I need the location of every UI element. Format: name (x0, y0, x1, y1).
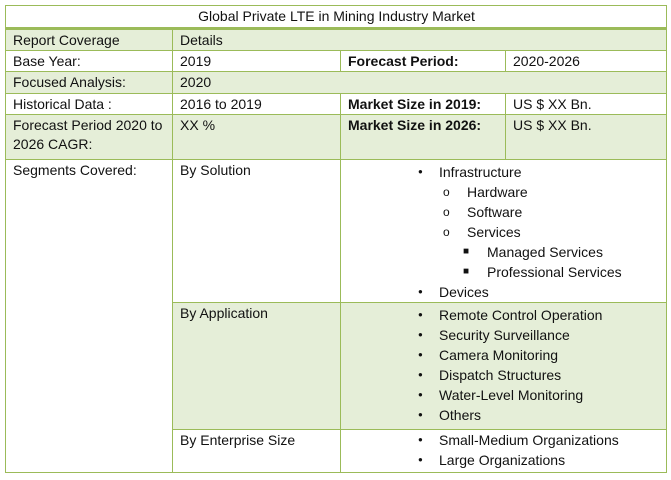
bullet-circle-icon: o (443, 225, 450, 239)
list-item: ● Infrastructure (348, 162, 660, 182)
list-item: ■ Managed Services (348, 242, 660, 262)
list-item-text: Software (467, 204, 523, 220)
bullet-disc-icon: ● (418, 287, 423, 296)
market-size-2026-label: Market Size in 2026: (340, 114, 506, 160)
header-details: Details (172, 28, 667, 51)
list-item: o Software (348, 202, 660, 222)
report-coverage-table: Global Private LTE in Mining Industry Ma… (5, 5, 667, 473)
title-row: Global Private LTE in Mining Industry Ma… (5, 5, 667, 30)
bullet-square-icon: ■ (463, 266, 470, 277)
list-item: ■ Professional Services (348, 262, 660, 282)
market-size-2019-label: Market Size in 2019: (340, 93, 506, 115)
list-item: ● Devices (348, 282, 660, 302)
bullet-disc-icon: ● (418, 370, 423, 379)
enterprise-list-cell: ● Small-Medium Organizations ● Large Organi… (340, 429, 667, 473)
list-item-text: Remote Control Operation (439, 307, 603, 323)
list-item-text: Professional Services (487, 264, 622, 280)
focused-analysis-value: 2020 (172, 71, 667, 94)
market-size-2026-value: US $ XX Bn. (505, 114, 667, 160)
list-item-text: Water-Level Monitoring (439, 387, 584, 403)
list-item-text: Security Surveillance (439, 327, 570, 343)
bullet-disc-icon: ● (418, 410, 423, 419)
list-item: ● Large Organizations (348, 450, 660, 470)
bullet-disc-icon: ● (418, 330, 423, 339)
market-size-2019-value: US $ XX Bn. (505, 93, 667, 115)
list-item-text: Hardware (467, 184, 528, 200)
bullet-disc-icon: ● (418, 310, 423, 319)
bullet-disc-icon: ● (418, 167, 423, 176)
bullet-circle-icon: o (443, 185, 450, 199)
base-year-value: 2019 (172, 50, 341, 72)
cagr-label: Forecast Period 2020 to 2026 CAGR: (5, 114, 173, 160)
list-item: ● Others (348, 405, 660, 425)
header-report-coverage: Report Coverage (5, 28, 173, 51)
list-item: ● Security Surveillance (348, 325, 660, 345)
by-enterprise-size-label: By Enterprise Size (172, 429, 341, 473)
by-application-label: By Application (172, 302, 341, 430)
list-item-text: Services (467, 224, 521, 240)
list-item-text: Others (439, 407, 482, 423)
list-item-text: Dispatch Structures (439, 367, 562, 383)
bullet-circle-icon: o (443, 205, 450, 219)
enterprise-list: ● Small-Medium Organizations ● Large Organi… (348, 430, 660, 470)
focused-analysis-label: Focused Analysis: (5, 71, 173, 94)
solution-list: ● Infrastructure o Hardware o Software o Servic… (348, 162, 660, 302)
bullet-square-icon: ■ (463, 246, 470, 257)
table-row: Focused Analysis: 2020 (5, 71, 667, 94)
segments-covered-label: Segments Covered: (5, 159, 173, 473)
cagr-value: XX % (172, 114, 341, 160)
list-item: o Hardware (348, 182, 660, 202)
forecast-period-label: Forecast Period: (340, 50, 506, 72)
table-row: Forecast Period 2020 to 2026 CAGR: XX % … (5, 114, 667, 160)
list-item: ● Remote Control Operation (348, 305, 660, 325)
table-row: Segments Covered: By Solution ● Infrastru… (5, 159, 667, 473)
forecast-period-value: 2020-2026 (505, 50, 667, 72)
list-item-text: Large Organizations (439, 452, 566, 468)
bullet-disc-icon: ● (418, 390, 423, 399)
table-row: Historical Data : 2016 to 2019 Market Si… (5, 93, 667, 115)
bullet-disc-icon: ● (418, 350, 423, 359)
list-item-text: Infrastructure (439, 164, 522, 180)
list-item-text: Camera Monitoring (439, 347, 559, 363)
list-item-text: Small-Medium Organizations (439, 432, 619, 448)
application-list-cell: ● Remote Control Operation ● Security Surve… (340, 302, 667, 430)
application-list: ● Remote Control Operation ● Security Surve… (348, 305, 660, 425)
list-item-text: Managed Services (487, 244, 603, 260)
historical-data-value: 2016 to 2019 (172, 93, 341, 115)
bullet-disc-icon: ● (418, 435, 423, 444)
historical-data-label: Historical Data : (5, 93, 173, 115)
table-row: By Enterprise Size ● Small-Medium Organiz… (6, 429, 667, 473)
by-solution-label: By Solution (172, 159, 341, 303)
bullet-disc-icon: ● (418, 455, 423, 464)
header-row: Report Coverage Details (5, 28, 667, 51)
solution-list-cell: ● Infrastructure o Hardware o Software o Servic… (340, 159, 667, 303)
list-item: ● Dispatch Structures (348, 365, 660, 385)
list-item-text: Devices (439, 284, 489, 300)
table-title: Global Private LTE in Mining Industry Ma… (5, 5, 667, 30)
list-item: ● Camera Monitoring (348, 345, 660, 365)
table-row: By Application ● Remote Control Operation… (6, 302, 667, 430)
list-item: ● Water-Level Monitoring (348, 385, 660, 405)
table-row: Base Year: 2019 Forecast Period: 2020-20… (5, 50, 667, 72)
list-item: o Services (348, 222, 660, 242)
base-year-label: Base Year: (5, 50, 173, 72)
list-item: ● Small-Medium Organizations (348, 430, 660, 450)
